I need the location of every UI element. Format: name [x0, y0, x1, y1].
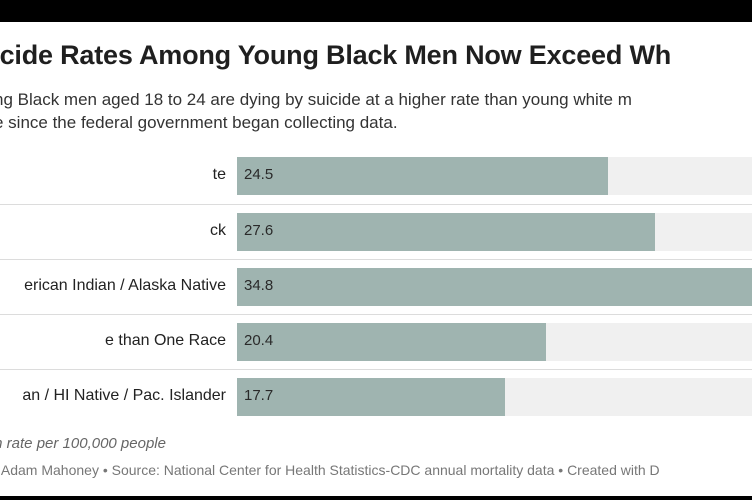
bar-chart: te 24.5 ck 27.6 erican Indian / Alaska Nativ…	[0, 149, 752, 429]
category-label: e than One Race	[0, 332, 226, 350]
bar	[237, 323, 546, 361]
bar	[237, 157, 608, 195]
bar-value-label: 17.7	[244, 387, 274, 404]
chart-title: uicide Rates Among Young Black Men Now E…	[0, 40, 672, 70]
chart-credit: t: Adam Mahoney • Source: National Cente…	[0, 462, 660, 478]
bar-value-label: 27.6	[244, 222, 274, 239]
category-label-text: te	[212, 166, 226, 183]
subtitle-line-1: ng Black men aged 18 to 24 are dying by …	[0, 90, 632, 109]
subtitle-line-2: e since the federal government began col…	[0, 113, 398, 132]
bar-row: an / HI Native / Pac. Islander 17.7	[0, 369, 752, 424]
chart-note: th rate per 100,000 people	[0, 435, 166, 452]
category-label-text: ck	[210, 222, 226, 239]
bar-row: ck 27.6	[0, 204, 752, 259]
category-label-text: e than One Race	[105, 332, 226, 349]
bar-value-label: 34.8	[244, 277, 274, 294]
bar-row: te 24.5	[0, 149, 752, 203]
category-label: te	[0, 166, 226, 184]
chart-card: uicide Rates Among Young Black Men Now E…	[0, 22, 752, 496]
bar-value-label: 20.4	[244, 332, 274, 349]
category-label-text: an / HI Native / Pac. Islander	[22, 387, 226, 404]
bar-row: e than One Race 20.4	[0, 314, 752, 369]
category-label: erican Indian / Alaska Native	[0, 277, 226, 295]
bar-row: erican Indian / Alaska Native 34.8	[0, 259, 752, 314]
bar	[237, 378, 505, 416]
bar	[237, 213, 655, 251]
category-label: ck	[0, 222, 226, 240]
chart-subtitle: ng Black men aged 18 to 24 are dying by …	[0, 88, 752, 134]
category-label: an / HI Native / Pac. Islander	[0, 387, 226, 405]
category-label-text: erican Indian / Alaska Native	[24, 277, 226, 294]
bar	[237, 268, 752, 306]
bar-value-label: 24.5	[244, 166, 274, 183]
